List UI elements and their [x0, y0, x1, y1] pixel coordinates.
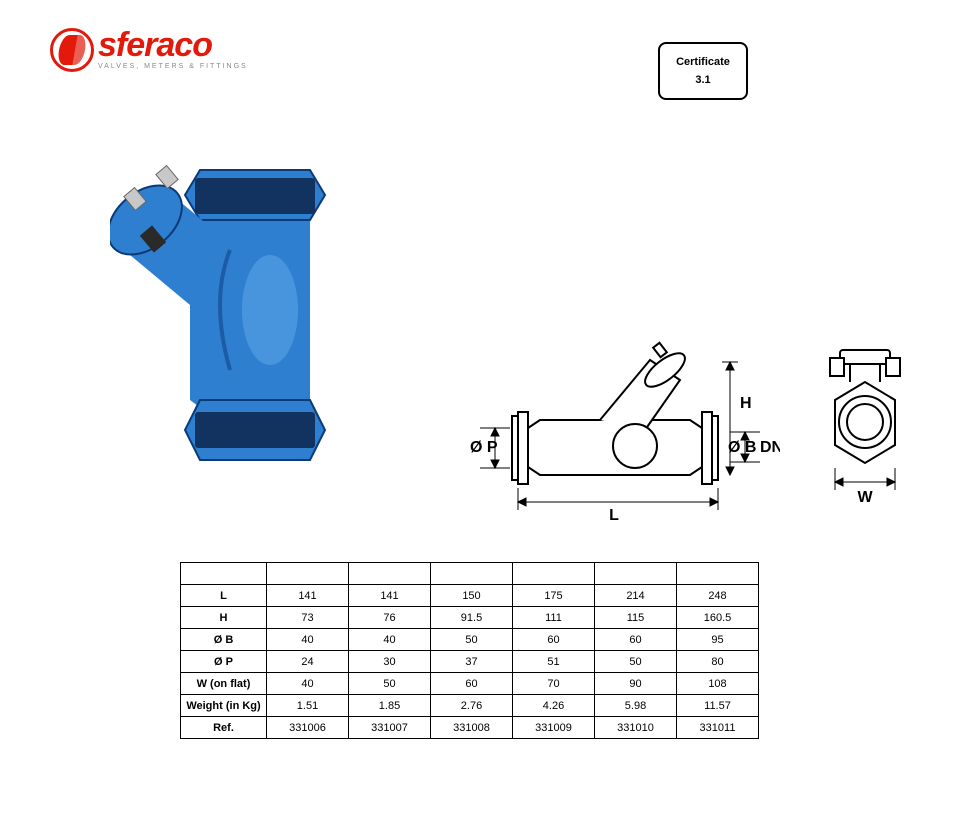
cell-value: 40 [349, 629, 431, 651]
brand-logo: sferaco VALVES, METERS & FITTINGS [50, 28, 248, 72]
cell-value: 60 [595, 629, 677, 651]
cell-value: 40 [267, 673, 349, 695]
logo-swirl-icon [50, 28, 94, 72]
cell-value: 11.57 [677, 695, 759, 717]
cell-value: 141 [349, 585, 431, 607]
table-row: Ref.331006331007331008331009331010331011 [181, 717, 759, 739]
cell-value: 2.76 [431, 695, 513, 717]
cell-value: 90 [595, 673, 677, 695]
cell-value: 70 [513, 673, 595, 695]
cell-value: 50 [595, 651, 677, 673]
table-row: W (on flat)4050607090108 [181, 673, 759, 695]
brand-tagline: VALVES, METERS & FITTINGS [98, 63, 248, 70]
table-row: L141141150175214248 [181, 585, 759, 607]
certificate-value: 3.1 [695, 74, 710, 86]
row-label: Ø P [181, 651, 267, 673]
label-dn: DN [760, 439, 780, 456]
cell-value: 50 [431, 629, 513, 651]
cell-value: 141 [267, 585, 349, 607]
col-dn: DN [181, 563, 267, 585]
cell-value: 248 [677, 585, 759, 607]
row-label: W (on flat) [181, 673, 267, 695]
end-diagram: W [810, 330, 920, 510]
cell-value: 80 [677, 651, 759, 673]
cell-value: 73 [267, 607, 349, 629]
cell-value: 60 [513, 629, 595, 651]
cell-value: 331007 [349, 717, 431, 739]
col-1: 1" [267, 563, 349, 585]
cell-value: 60 [431, 673, 513, 695]
cell-value: 5.98 [595, 695, 677, 717]
col-5: 2"1/2 [595, 563, 677, 585]
cell-value: 51 [513, 651, 595, 673]
cell-value: 331009 [513, 717, 595, 739]
cell-value: 40 [267, 629, 349, 651]
row-label: Ø B [181, 629, 267, 651]
label-op: Ø P [470, 439, 498, 456]
row-label: Weight (in Kg) [181, 695, 267, 717]
cell-value: 95 [677, 629, 759, 651]
cell-value: 37 [431, 651, 513, 673]
cell-value: 150 [431, 585, 513, 607]
row-label: L [181, 585, 267, 607]
dimension-table: DN 1" 1"1/4 1"1/2 2" 2"1/2 3" L141141150… [180, 562, 759, 739]
brand-name: sferaco [98, 30, 248, 61]
cell-value: 50 [349, 673, 431, 695]
cell-value: 175 [513, 585, 595, 607]
cell-value: 4.26 [513, 695, 595, 717]
cell-value: 331011 [677, 717, 759, 739]
label-ob: Ø B [728, 439, 756, 456]
row-label: Ref. [181, 717, 267, 739]
certificate-title: Certificate [676, 56, 730, 68]
col-6: 3" [677, 563, 759, 585]
certificate-box: Certificate 3.1 [658, 42, 748, 100]
cell-value: 331006 [267, 717, 349, 739]
cell-value: 24 [267, 651, 349, 673]
logo-text: sferaco VALVES, METERS & FITTINGS [98, 30, 248, 70]
cell-value: 1.51 [267, 695, 349, 717]
table-header-row: DN 1" 1"1/4 1"1/2 2" 2"1/2 3" [181, 563, 759, 585]
label-l: L [609, 507, 619, 524]
cell-value: 108 [677, 673, 759, 695]
cell-value: 214 [595, 585, 677, 607]
cell-value: 331010 [595, 717, 677, 739]
product-photo [110, 140, 410, 480]
cell-value: 30 [349, 651, 431, 673]
col-4: 2" [513, 563, 595, 585]
col-3: 1"1/2 [431, 563, 513, 585]
cell-value: 115 [595, 607, 677, 629]
table-row: H737691.5111115160.5 [181, 607, 759, 629]
side-diagram: H Ø B DN Ø P L [470, 320, 780, 510]
cell-value: 331008 [431, 717, 513, 739]
table-row: Ø B404050606095 [181, 629, 759, 651]
table-row: Ø P243037515080 [181, 651, 759, 673]
col-2: 1"1/4 [349, 563, 431, 585]
cell-value: 76 [349, 607, 431, 629]
cell-value: 111 [513, 607, 595, 629]
label-h: H [740, 395, 752, 412]
cell-value: 91.5 [431, 607, 513, 629]
table-row: Weight (in Kg)1.511.852.764.265.9811.57 [181, 695, 759, 717]
row-label: H [181, 607, 267, 629]
specs-table: DN 1" 1"1/4 1"1/2 2" 2"1/2 3" L141141150… [180, 562, 759, 739]
label-w: W [857, 489, 873, 506]
cell-value: 160.5 [677, 607, 759, 629]
cell-value: 1.85 [349, 695, 431, 717]
